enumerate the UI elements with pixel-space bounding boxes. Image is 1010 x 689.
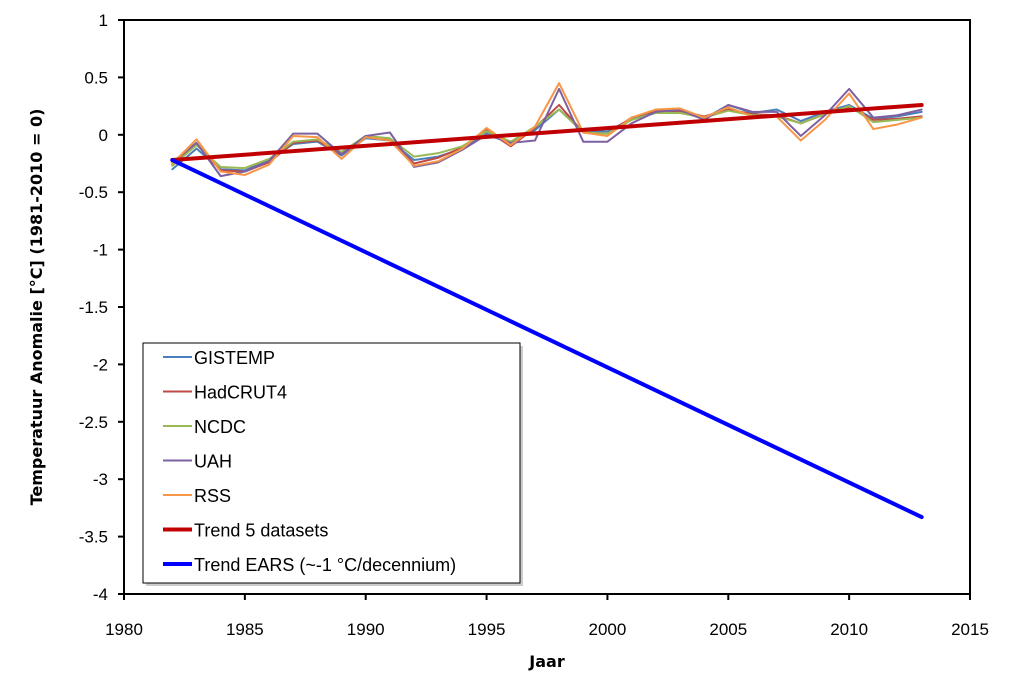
legend-label-rss: RSS xyxy=(194,486,231,506)
y-axis: 1 0.5 0 -0.5 -1 -1.5 -2 -2.5 -3 -3.5 -4 xyxy=(79,11,124,604)
y-tick-label: -0.5 xyxy=(79,183,108,202)
y-tick-label: -1 xyxy=(93,241,108,260)
legend-box xyxy=(142,342,521,584)
y-axis-title: Temperatuur Anomalie [°C] (1981-2010 = 0… xyxy=(27,109,46,506)
x-tick-label: 1980 xyxy=(105,620,143,639)
series-line-gistemp xyxy=(171,103,923,172)
y-tick-label: 0.5 xyxy=(84,68,108,87)
y-tick-label: 0 xyxy=(99,126,108,145)
legend: GISTEMP HadCRUT4 NCDC UAH RSS Trend 5 dataset… xyxy=(142,342,523,586)
legend-label-uah: UAH xyxy=(194,452,232,472)
legend-label-ncdc: NCDC xyxy=(194,417,246,437)
y-tick-label: -1.5 xyxy=(79,298,108,317)
legend-label-trend-ears-1-c-decennium: Trend EARS (~-1 °C/decennium) xyxy=(194,555,456,575)
x-tick-label: 1985 xyxy=(226,620,264,639)
series-line-trend-ears-1-c-decennium xyxy=(170,158,924,520)
series-line-trend-5-datasets xyxy=(170,102,924,163)
x-tick-label: 1990 xyxy=(347,620,385,639)
series-line-ncdc xyxy=(171,105,923,170)
legend-label-hadcrut4: HadCRUT4 xyxy=(194,383,287,403)
y-tick-label: -3 xyxy=(93,470,108,489)
x-tick-label: 2005 xyxy=(709,620,747,639)
plot-lines xyxy=(170,82,924,520)
x-tick-label: 2015 xyxy=(951,620,989,639)
y-tick-label: -3.5 xyxy=(79,528,108,547)
legend-label-gistemp: GISTEMP xyxy=(194,348,275,368)
y-tick-label: 1 xyxy=(99,11,108,30)
y-tick-label: -2.5 xyxy=(79,413,108,432)
x-axis-title: Jaar xyxy=(528,652,565,671)
x-axis: 1980 1985 1990 1995 2000 2005 2010 2015 xyxy=(105,594,989,639)
series-line-rss xyxy=(171,82,923,176)
series-line-uah xyxy=(171,87,923,178)
y-tick-label: -4 xyxy=(93,585,108,604)
x-tick-label: 1995 xyxy=(468,620,506,639)
legend-label-trend-5-datasets: Trend 5 datasets xyxy=(194,521,328,541)
y-tick-label: -2 xyxy=(93,355,108,374)
x-tick-label: 2010 xyxy=(830,620,868,639)
x-tick-label: 2000 xyxy=(589,620,627,639)
